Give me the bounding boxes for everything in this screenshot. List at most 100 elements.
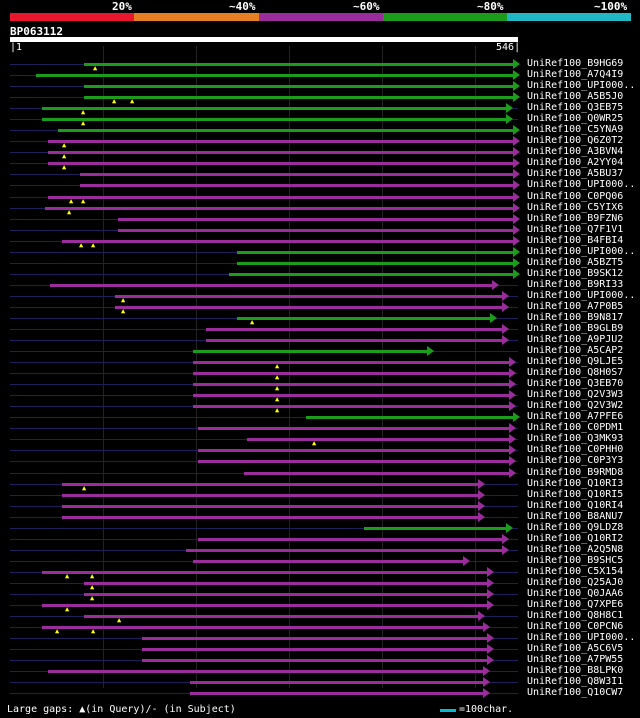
alignment-bar[interactable]: [198, 449, 510, 453]
alignment-bar[interactable]: [193, 350, 428, 353]
hit-label-link[interactable]: UniRef100_B4FBI4: [527, 234, 624, 246]
hit-label-link[interactable]: UniRef100_B9SHC5: [527, 554, 624, 566]
hit-label-link[interactable]: UniRef100_Q10RI3: [527, 477, 624, 489]
hit-label-link[interactable]: UniRef100_B9N817: [527, 311, 624, 323]
alignment-bar[interactable]: [42, 107, 507, 111]
hit-label-link[interactable]: UniRef100_B9GLB9: [527, 323, 624, 334]
hit-label-link[interactable]: UniRef100_Q8H8C1: [527, 610, 624, 621]
hit-label-link[interactable]: UniRef100_C0PQ06: [527, 190, 624, 202]
hit-label-link[interactable]: UniRef100_Q3EB70: [527, 378, 624, 390]
alignment-bar[interactable]: [62, 493, 479, 497]
hit-label-link[interactable]: UniRef100_Q9LDZ8: [527, 521, 624, 533]
alignment-bar[interactable]: [206, 328, 503, 331]
hit-label-link[interactable]: UniRef100_A5CAP2: [527, 345, 624, 356]
hit-label-link[interactable]: UniRef100_Q10RI4: [527, 499, 624, 511]
hit-label-link[interactable]: UniRef100_Q7F1V1: [527, 223, 624, 235]
alignment-bar[interactable]: [244, 471, 510, 475]
hit-label-link[interactable]: UniRef100_A5C6V5: [527, 643, 624, 655]
hit-label-link[interactable]: UniRef100_C0PHH0: [527, 444, 624, 456]
alignment-bar[interactable]: [42, 626, 484, 629]
alignment-bar[interactable]: [42, 570, 488, 574]
hit-label-link[interactable]: UniRef100_A7P0B5: [527, 300, 624, 312]
alignment-bar[interactable]: [306, 416, 514, 420]
hit-label-link[interactable]: UniRef100_Q3MK93: [527, 433, 624, 445]
alignment-bar[interactable]: [198, 460, 510, 464]
hit-label-link[interactable]: UniRef100_C0PCN6: [527, 621, 624, 632]
alignment-bar[interactable]: [237, 261, 514, 265]
hit-label-link[interactable]: UniRef100_B9HG69: [527, 58, 624, 69]
alignment-bar[interactable]: [84, 615, 479, 618]
hit-label-link[interactable]: UniRef100_B9RMD8: [527, 466, 624, 478]
hit-label-link[interactable]: UniRef100_C5YNA9: [527, 124, 624, 136]
hit-label-link[interactable]: UniRef100_A2Q5N8: [527, 543, 624, 555]
hit-label-link[interactable]: UniRef100_Q2V3W3: [527, 389, 624, 401]
hit-label-link[interactable]: UniRef100_A7Q4I9: [527, 69, 624, 80]
alignment-bar[interactable]: [48, 195, 514, 199]
alignment-bar[interactable]: [190, 681, 484, 685]
alignment-bar[interactable]: [193, 559, 464, 563]
alignment-bar[interactable]: [84, 592, 488, 596]
alignment-bar[interactable]: [115, 294, 503, 298]
alignment-bar[interactable]: [62, 239, 514, 243]
alignment-bar[interactable]: [193, 372, 510, 376]
alignment-bar[interactable]: [142, 659, 488, 663]
alignment-bar[interactable]: [206, 339, 503, 342]
hit-label-link[interactable]: UniRef100_A5BU37: [527, 168, 624, 180]
alignment-bar[interactable]: [84, 581, 488, 585]
alignment-bar[interactable]: [42, 118, 507, 122]
hit-label-link[interactable]: UniRef100_UPI000..: [527, 632, 636, 644]
alignment-bar[interactable]: [193, 405, 510, 409]
hit-label-link[interactable]: UniRef100_A5BZT5: [527, 256, 624, 268]
alignment-bar[interactable]: [198, 537, 503, 541]
hit-label-link[interactable]: UniRef100_Q3EB75: [527, 102, 624, 114]
alignment-bar[interactable]: [58, 129, 514, 133]
hit-label-link[interactable]: UniRef100_Q0WR25: [527, 113, 624, 125]
alignment-bar[interactable]: [48, 151, 514, 155]
alignment-bar[interactable]: [42, 604, 488, 607]
hit-label-link[interactable]: UniRef100_Q10RI2: [527, 532, 624, 544]
alignment-bar[interactable]: [237, 250, 514, 254]
hit-label-link[interactable]: UniRef100_Q8W3I1: [527, 676, 624, 688]
alignment-bar[interactable]: [62, 504, 479, 508]
hit-label-link[interactable]: UniRef100_Q6Z0T2: [527, 135, 624, 147]
alignment-bar[interactable]: [48, 140, 514, 144]
hit-label-link[interactable]: UniRef100_UPI000..: [527, 80, 636, 92]
hit-label-link[interactable]: UniRef100_B9FZN6: [527, 212, 624, 224]
hit-label-link[interactable]: UniRef100_Q9LJE5: [527, 356, 624, 368]
alignment-bar[interactable]: [190, 692, 484, 696]
hit-label-link[interactable]: UniRef100_A5B5J0: [527, 91, 624, 103]
hit-label-link[interactable]: UniRef100_A7PFE6: [527, 411, 624, 423]
alignment-bar[interactable]: [186, 548, 503, 552]
alignment-bar[interactable]: [237, 316, 491, 320]
hit-label-link[interactable]: UniRef100_B9RI33: [527, 278, 624, 290]
alignment-bar[interactable]: [48, 162, 514, 166]
hit-label-link[interactable]: UniRef100_B8ANU7: [527, 510, 624, 522]
alignment-bar[interactable]: [115, 305, 503, 309]
alignment-bar[interactable]: [80, 173, 514, 177]
alignment-bar[interactable]: [84, 63, 514, 66]
alignment-bar[interactable]: [193, 383, 510, 387]
hit-label-link[interactable]: UniRef100_B9SK12: [527, 267, 624, 279]
alignment-bar[interactable]: [84, 96, 514, 100]
hit-label-link[interactable]: UniRef100_Q8H0S7: [527, 367, 624, 379]
alignment-bar[interactable]: [229, 272, 514, 276]
alignment-bar[interactable]: [36, 74, 514, 77]
hit-label-link[interactable]: UniRef100_A9PJU2: [527, 334, 624, 345]
hit-label-link[interactable]: UniRef100_C0PDM1: [527, 422, 624, 434]
hit-label-link[interactable]: UniRef100_UPI000..: [527, 289, 636, 301]
hit-label-link[interactable]: UniRef100_Q10RI5: [527, 488, 624, 500]
hit-label-link[interactable]: UniRef100_C0P3Y3: [527, 455, 624, 467]
hit-label-link[interactable]: UniRef100_UPI000..: [527, 245, 636, 257]
alignment-bar[interactable]: [62, 482, 479, 486]
hit-label-link[interactable]: UniRef100_Q25AJ0: [527, 576, 624, 588]
alignment-bar[interactable]: [118, 217, 514, 221]
hit-label-link[interactable]: UniRef100_Q7XPE6: [527, 599, 624, 610]
alignment-bar[interactable]: [198, 427, 510, 431]
alignment-bar[interactable]: [118, 228, 514, 232]
alignment-bar[interactable]: [50, 283, 493, 287]
hit-label-link[interactable]: UniRef100_A2YY04: [527, 157, 624, 169]
hit-label-link[interactable]: UniRef100_A3BVN4: [527, 146, 624, 158]
alignment-bar[interactable]: [84, 85, 514, 89]
hit-label-link[interactable]: UniRef100_C5YIX6: [527, 201, 624, 213]
hit-label-link[interactable]: UniRef100_C5X154: [527, 565, 624, 577]
